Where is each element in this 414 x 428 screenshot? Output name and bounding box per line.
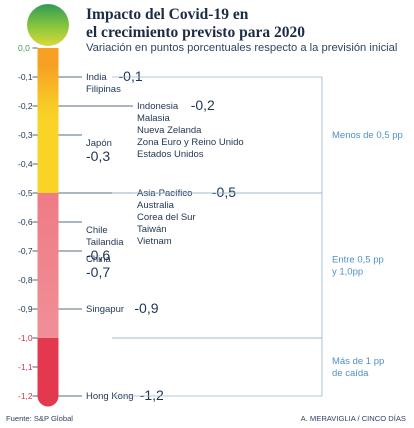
bracket-label: Menos de 0,5 pp — [332, 130, 403, 141]
country-label: China — [86, 254, 112, 265]
y-tick-label: -1,1 — [18, 362, 33, 372]
value-label: -0,3 — [86, 148, 110, 164]
y-tick-label: -0,9 — [18, 304, 33, 314]
tube-bottom-cap — [37, 385, 59, 407]
y-tick-label: -0,3 — [18, 130, 33, 140]
bracket-label: Más de 1 pp — [332, 356, 384, 367]
y-tick-label: -0,8 — [18, 275, 33, 285]
y-tick-label: -0,4 — [18, 159, 33, 169]
country-label: Hong Kong — [86, 391, 134, 402]
value-label: -0,9 — [134, 300, 158, 316]
value-label: -0,5 — [212, 184, 236, 200]
y-tick-label: -0,7 — [18, 246, 33, 256]
tube-segment-pink — [37, 193, 59, 338]
bracket-label: Entre 0,5 pp — [332, 255, 384, 266]
y-axis: 0,0 -0,1 -0,2 -0,3 -0,4 -0,5 -0,6 -0,7 -0,8 -0,9 -… — [18, 43, 38, 401]
range-brackets: Menos de 0,5 pp Entre 0,5 ppy 1,0pp Más de… — [112, 76, 403, 397]
country-label: Taiwán — [137, 224, 167, 235]
country-label: Zona Euro y Reino Unido — [137, 137, 244, 148]
y-tick-label: -0,2 — [18, 101, 33, 111]
value-label: -0,7 — [86, 264, 110, 280]
y-tick-label: -0,5 — [18, 188, 33, 198]
title-line-1: Impacto del Covid-19 en — [86, 6, 249, 23]
country-label: Filipinas — [86, 84, 121, 95]
tube-segment-red — [37, 338, 59, 396]
value-label: -0,2 — [191, 97, 215, 113]
country-label: Japón — [86, 138, 112, 149]
y-tick-label: -1,2 — [18, 391, 33, 401]
bracket-label: y 1,0pp — [332, 267, 363, 278]
country-label: India — [86, 72, 107, 83]
country-label: Singapur — [86, 304, 124, 315]
data-point: Singapur -0,9 — [58, 300, 159, 316]
country-label: Australia — [137, 200, 175, 211]
chart-subtitle: Variación en puntos porcentuales respect… — [86, 42, 398, 54]
country-label: Indonesia — [137, 101, 179, 112]
source-note: Fuente: S&P Global — [6, 414, 73, 423]
data-point: Japón-0,3 — [58, 134, 112, 164]
y-tick-label: -0,1 — [18, 72, 33, 82]
thermometer-bulb — [27, 4, 69, 46]
title-line-2: el crecimiento previsto para 2020 — [86, 24, 305, 41]
country-label: Asia-Pacífico — [137, 188, 192, 199]
country-label: Corea del Sur — [137, 212, 196, 223]
value-label: -0,6 — [86, 247, 110, 263]
y-tick-label: 0,0 — [18, 43, 30, 53]
data-point: Hong Kong -1,2 — [58, 387, 164, 403]
y-tick-label: -1,0 — [18, 333, 33, 343]
country-label: Vietnam — [137, 236, 172, 247]
bracket-label: de caída — [332, 368, 369, 379]
country-label: Tailandia — [86, 237, 124, 248]
credit-note: A. MERAVIGLIA / CINCO DÍAS — [300, 414, 406, 423]
tube-segment-yellow — [37, 48, 59, 193]
thermometer — [27, 4, 69, 407]
y-tick-label: -0,6 — [18, 217, 33, 227]
chart-title: Impacto del Covid-19 en el crecimiento p… — [86, 6, 406, 42]
country-label: Nueva Zelanda — [137, 125, 202, 136]
country-label: Estados Unidos — [137, 149, 204, 160]
value-label: -1,2 — [140, 387, 164, 403]
value-label: -0,1 — [119, 68, 143, 84]
data-point: China-0,7 — [58, 250, 112, 280]
country-label: Chile — [86, 225, 108, 236]
country-label: Malasia — [137, 113, 170, 124]
